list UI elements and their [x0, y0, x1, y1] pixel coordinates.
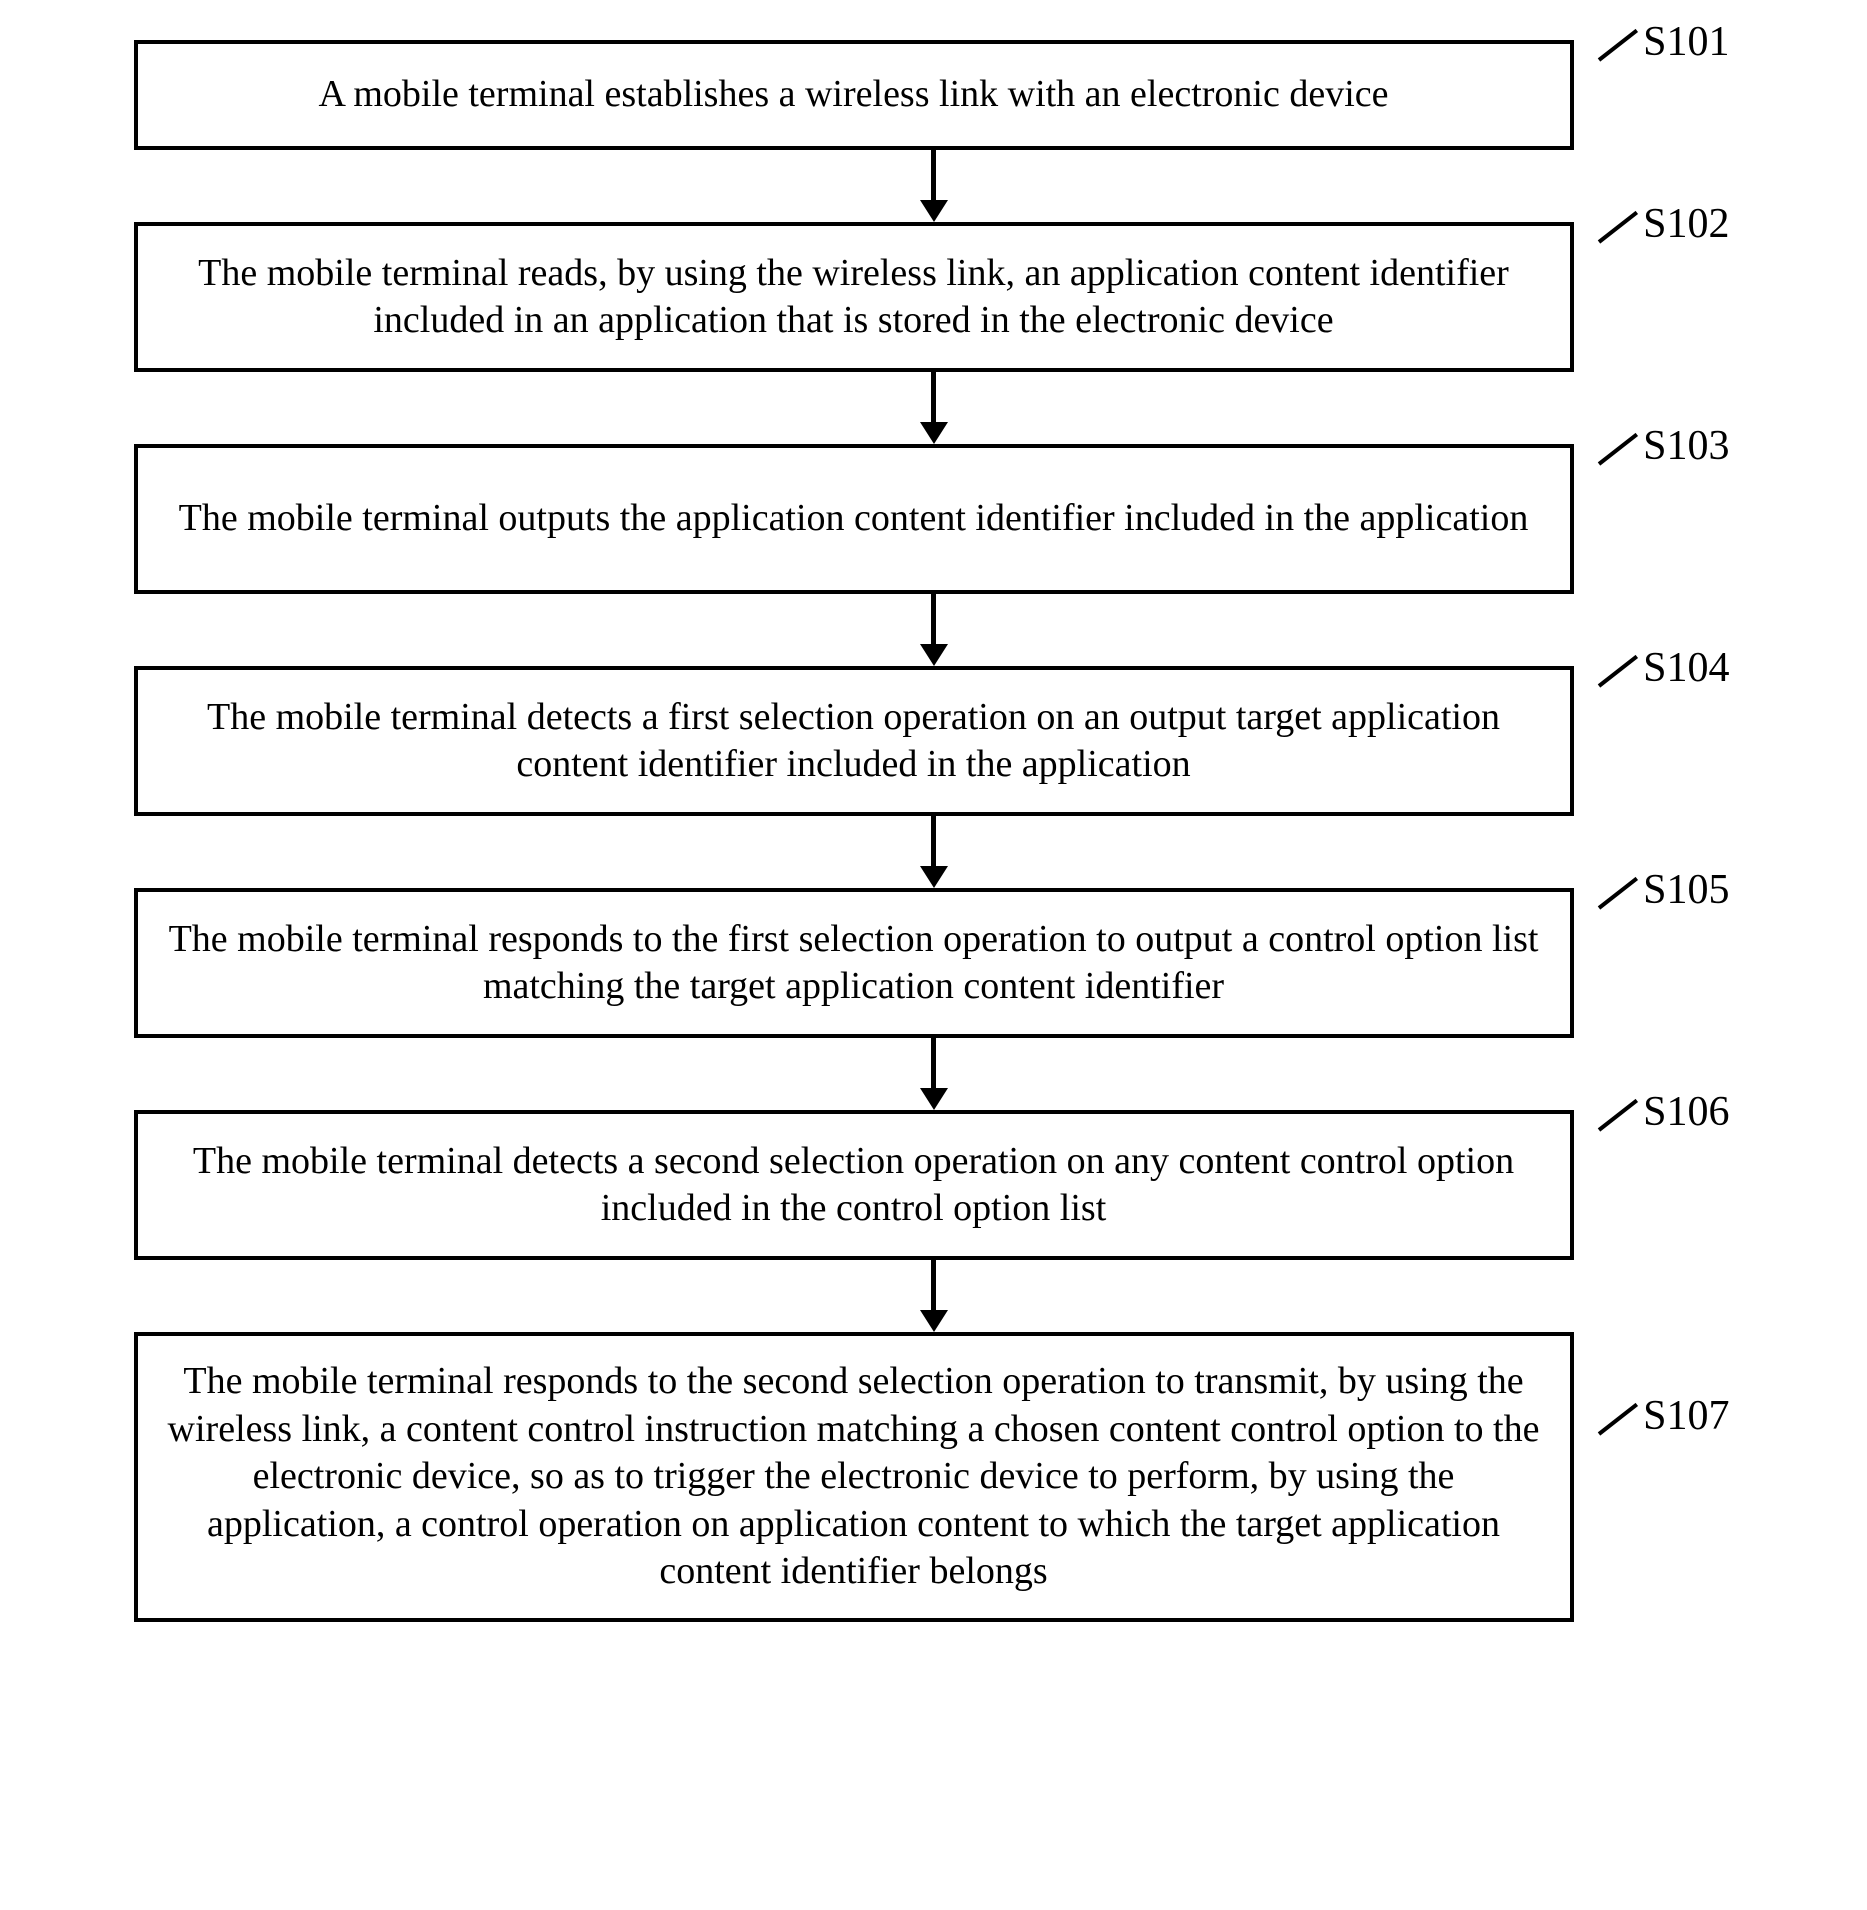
arrow-shaft [931, 1038, 936, 1088]
flow-arrow [920, 1038, 948, 1110]
label-connector-tick [1598, 433, 1638, 466]
flow-arrow [920, 816, 948, 888]
step-label-wrap: S106 [1643, 1088, 1729, 1136]
arrow-head-icon [920, 866, 948, 888]
arrow-head-icon [920, 1088, 948, 1110]
arrow-head-icon [920, 422, 948, 444]
flow-step-row: The mobile terminal responds to the seco… [134, 1332, 1734, 1622]
flow-step-row: A mobile terminal establishes a wireless… [134, 40, 1734, 150]
arrow-shaft [931, 372, 936, 422]
flow-step-box: The mobile terminal detects a first sele… [134, 666, 1574, 816]
label-connector-tick [1598, 211, 1638, 244]
flow-step-box: The mobile terminal responds to the firs… [134, 888, 1574, 1038]
arrow-head-icon [920, 1310, 948, 1332]
flow-step-box: The mobile terminal responds to the seco… [134, 1332, 1574, 1622]
step-label: S107 [1643, 1392, 1729, 1440]
step-label-wrap: S107 [1643, 1392, 1729, 1440]
step-label-wrap: S105 [1643, 866, 1729, 914]
flow-arrow [920, 150, 948, 222]
step-label: S101 [1643, 18, 1729, 66]
label-connector-tick [1598, 877, 1638, 910]
flowchart-container: A mobile terminal establishes a wireless… [134, 40, 1734, 1622]
flow-step-row: The mobile terminal detects a second sel… [134, 1110, 1734, 1260]
step-label: S103 [1643, 422, 1729, 470]
label-connector-tick [1598, 1403, 1638, 1436]
step-label: S105 [1643, 866, 1729, 914]
flow-arrow [920, 372, 948, 444]
flow-arrow [920, 594, 948, 666]
arrow-shaft [931, 594, 936, 644]
label-connector-tick [1598, 29, 1638, 62]
flow-step-box: The mobile terminal detects a second sel… [134, 1110, 1574, 1260]
step-label: S104 [1643, 644, 1729, 692]
step-label-wrap: S104 [1643, 644, 1729, 692]
flow-step-row: The mobile terminal reads, by using the … [134, 222, 1734, 372]
flow-step-row: The mobile terminal detects a first sele… [134, 666, 1734, 816]
step-label: S106 [1643, 1088, 1729, 1136]
flow-step-row: The mobile terminal outputs the applicat… [134, 444, 1734, 594]
flow-step-box: The mobile terminal reads, by using the … [134, 222, 1574, 372]
arrow-shaft [931, 816, 936, 866]
flow-step-box: The mobile terminal outputs the applicat… [134, 444, 1574, 594]
step-label-wrap: S101 [1643, 18, 1729, 66]
arrow-shaft [931, 150, 936, 200]
label-connector-tick [1598, 1099, 1638, 1132]
step-label-wrap: S103 [1643, 422, 1729, 470]
arrow-shaft [931, 1260, 936, 1310]
flow-step-box: A mobile terminal establishes a wireless… [134, 40, 1574, 150]
flow-arrow [920, 1260, 948, 1332]
flow-step-row: The mobile terminal responds to the firs… [134, 888, 1734, 1038]
step-label: S102 [1643, 200, 1729, 248]
arrow-head-icon [920, 200, 948, 222]
arrow-head-icon [920, 644, 948, 666]
step-label-wrap: S102 [1643, 200, 1729, 248]
label-connector-tick [1598, 655, 1638, 688]
